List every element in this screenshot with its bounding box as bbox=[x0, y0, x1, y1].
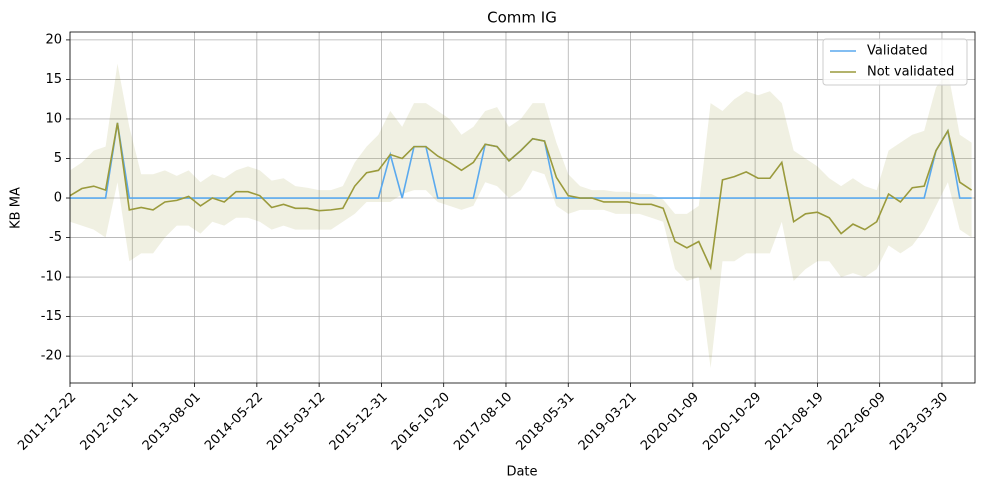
y-tick-label: 20 bbox=[45, 32, 62, 47]
y-tick-label: 15 bbox=[45, 72, 62, 87]
x-tick-label: 2020-10-29 bbox=[700, 390, 764, 454]
x-tick-label: 2016-10-20 bbox=[389, 390, 453, 454]
x-tick-label: 2012-10-11 bbox=[78, 390, 142, 454]
legend-label: Validated bbox=[867, 44, 928, 59]
x-tick-label: 2022-06-09 bbox=[825, 390, 889, 454]
x-tick-label: 2013-08-01 bbox=[140, 390, 204, 454]
legend-label: Not validated bbox=[867, 65, 954, 80]
y-tick-label: -5 bbox=[49, 230, 62, 245]
y-tick-label: 0 bbox=[54, 191, 62, 206]
x-axis-label: Date bbox=[506, 465, 537, 480]
x-tick-label: 2019-03-21 bbox=[576, 390, 640, 454]
line-series bbox=[69, 122, 973, 271]
y-tick-label: 5 bbox=[54, 151, 62, 166]
x-tick-label: 2023-03-30 bbox=[887, 390, 951, 454]
confidence-band bbox=[70, 63, 972, 368]
y-axis-label: KB MA bbox=[9, 187, 24, 229]
x-tick-label: 2018-05-31 bbox=[514, 390, 578, 454]
x-tick-label: 2021-08-19 bbox=[763, 390, 827, 454]
y-tick-label: 10 bbox=[45, 111, 62, 126]
y-tick-label: -20 bbox=[41, 349, 62, 364]
y-tick-label: -15 bbox=[41, 309, 62, 324]
plot-frame bbox=[69, 31, 976, 384]
x-tick-label: 2011-12-22 bbox=[15, 390, 79, 454]
x-tick-label: 2015-03-12 bbox=[264, 390, 328, 454]
x-tick-label: 2015-12-31 bbox=[327, 390, 391, 454]
chart-title: Comm IG bbox=[487, 9, 557, 27]
x-tick-label: 2014-05-22 bbox=[202, 390, 266, 454]
legend-box bbox=[822, 38, 968, 86]
x-tick-label: 2020-01-09 bbox=[638, 390, 702, 454]
y-tick-label: -10 bbox=[41, 270, 62, 285]
x-tick-label: 2017-08-10 bbox=[451, 390, 515, 454]
